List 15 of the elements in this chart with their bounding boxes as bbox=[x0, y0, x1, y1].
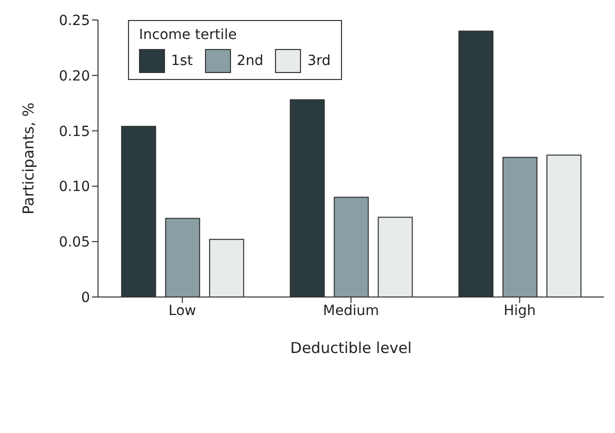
y-tick-label: 0.15 bbox=[58, 124, 90, 140]
x-tick-label: Medium bbox=[323, 302, 379, 319]
legend-label: 1st bbox=[171, 53, 193, 69]
y-tick-label: 0.10 bbox=[58, 179, 90, 196]
x-axis-title: Deductible level bbox=[290, 339, 412, 357]
x-tick-label: High bbox=[504, 302, 536, 319]
y-tick-label: 0 bbox=[81, 290, 90, 306]
y-tick-label: 0.25 bbox=[58, 12, 90, 29]
legend-label: 2nd bbox=[236, 53, 264, 69]
y-tick-label: 0.05 bbox=[58, 234, 90, 251]
x-tick-label: Low bbox=[168, 302, 196, 319]
y-tick-label: 0.20 bbox=[58, 68, 90, 84]
legend-label: 3rd bbox=[307, 53, 331, 69]
legend-title: Income tertile bbox=[139, 27, 238, 43]
y-axis-title: Participants, % bbox=[19, 102, 38, 214]
